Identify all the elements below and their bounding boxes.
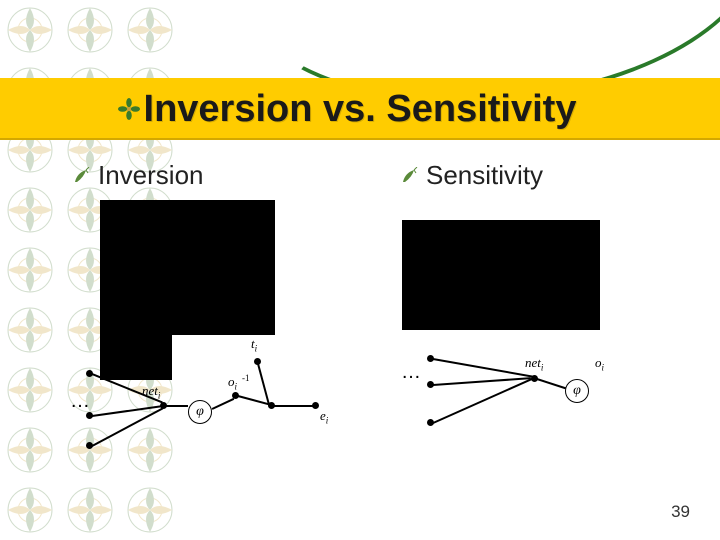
edge xyxy=(274,405,314,407)
neti-label: neti xyxy=(525,355,543,373)
edge xyxy=(433,378,532,423)
phi-node: φ xyxy=(188,400,212,424)
sensitivity-heading: Sensitivity xyxy=(426,160,543,191)
neg1-label: -1 xyxy=(242,373,250,390)
sensitivity-diagram: … neti φ oi xyxy=(395,345,695,465)
left-column: Inversion xyxy=(72,160,392,191)
neti-sub: i xyxy=(158,391,161,401)
phi-symbol: φ xyxy=(196,404,204,420)
neti-sub: i xyxy=(541,363,544,373)
ellipsis: … xyxy=(70,390,90,413)
oi-sub: i xyxy=(602,363,605,373)
neti-label: neti xyxy=(142,383,160,401)
edge xyxy=(433,358,534,377)
inversion-heading-row: Inversion xyxy=(72,160,392,191)
sensitivity-box xyxy=(402,220,600,330)
phi-node: φ xyxy=(565,379,589,403)
leaf-bullet-icon xyxy=(72,167,90,185)
inversion-diagram: … neti φ oi -1 ti ei xyxy=(60,350,360,470)
ellipsis: … xyxy=(401,361,421,384)
ei-sub: i xyxy=(326,416,329,426)
oi-sub: i xyxy=(235,382,238,392)
oi-label: oi xyxy=(228,374,237,392)
phi-symbol: φ xyxy=(573,383,581,399)
ti-label: ti xyxy=(251,336,257,354)
neti-text: net xyxy=(142,383,158,398)
right-column: Sensitivity xyxy=(400,160,720,191)
slide-title: Inversion vs. Sensitivity xyxy=(0,78,720,140)
page-number: 39 xyxy=(671,502,690,522)
edge xyxy=(166,405,188,407)
neti-text: net xyxy=(525,355,541,370)
edge xyxy=(212,398,234,410)
leaf-bullet-icon xyxy=(400,167,418,185)
edge xyxy=(537,378,566,389)
ei-label: ei xyxy=(320,408,328,426)
title-bullet-icon xyxy=(118,98,140,120)
neg1-text: -1 xyxy=(242,373,250,383)
sensitivity-heading-row: Sensitivity xyxy=(400,160,720,191)
inversion-heading: Inversion xyxy=(98,160,204,191)
ti-sub: i xyxy=(255,344,258,354)
oi-label: oi xyxy=(595,355,604,373)
inversion-box-upper xyxy=(100,200,275,335)
